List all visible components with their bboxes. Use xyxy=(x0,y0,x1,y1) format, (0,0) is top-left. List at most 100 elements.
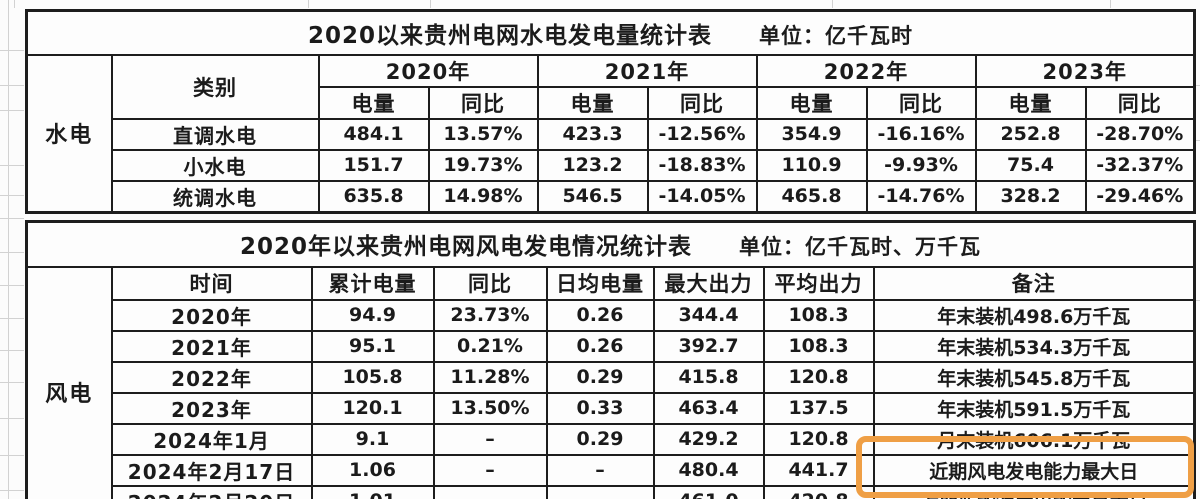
row-category: 统调水电 xyxy=(110,179,320,213)
grid-line xyxy=(8,0,9,499)
grid-line xyxy=(1194,140,1200,141)
row-category: 直调水电 xyxy=(110,117,320,151)
grid-line xyxy=(308,0,309,8)
table-cell: 480.4 xyxy=(652,453,765,487)
table-cell: 0.21% xyxy=(432,329,548,363)
grid-line xyxy=(0,382,24,383)
table-cell: 354.9 xyxy=(755,117,868,151)
wind-header-avg-output: 平均出力 xyxy=(762,265,875,301)
hydro-title-cell: 2020以来贵州电网水电发电量统计表 单位：亿千瓦时 xyxy=(25,9,1196,56)
table-cell: -12.56% xyxy=(646,117,758,151)
table-cell: -28.70% xyxy=(1084,117,1196,151)
grid-line xyxy=(0,418,24,419)
row-time: 2022年 xyxy=(110,360,313,394)
row-time: 2023年 xyxy=(110,391,313,425)
table-cell: 465.8 xyxy=(755,179,868,213)
table-cell: 95.1 xyxy=(310,329,435,363)
hydro-table-unit: 单位：亿千瓦时 xyxy=(759,23,914,48)
grid-line xyxy=(0,85,24,86)
hydro-subheader-yoy: 同比 xyxy=(646,85,758,120)
row-time: 2020年 xyxy=(110,298,313,332)
table-row: 直调水电 484.1 13.57% 423.3 -12.56% 354.9 -1… xyxy=(27,117,1196,151)
table-cell: 11.28% xyxy=(432,360,548,394)
hydro-table-title: 2020以来贵州电网水电发电量统计表 xyxy=(308,22,713,49)
table-cell: – xyxy=(432,422,548,456)
grid-line xyxy=(0,195,24,196)
table-row: 2020年 94.9 23.73% 0.26 344.4 108.3 年末装机4… xyxy=(27,298,1196,332)
wind-header-yoy: 同比 xyxy=(432,265,548,301)
grid-line xyxy=(1194,300,1200,301)
hydro-subheader-yoy: 同比 xyxy=(427,85,539,120)
wind-header-max-output: 最大出力 xyxy=(652,265,765,301)
table-cell: -9.93% xyxy=(865,148,977,182)
table-cell: – xyxy=(432,484,548,499)
wind-header-cumulative: 累计电量 xyxy=(310,265,435,301)
table-cell: 137.5 xyxy=(762,391,875,425)
row-remark: 年末装机591.5万千瓦 xyxy=(872,391,1196,425)
table-cell: 120.1 xyxy=(310,391,435,425)
table-cell: 0.26 xyxy=(545,329,655,363)
hydro-year-header-row: 水电 类别 2020年 2021年 2022年 2023年 xyxy=(25,53,1196,213)
table-row: 2023年 120.1 13.50% 0.33 463.4 137.5 年末装机… xyxy=(27,391,1196,425)
table-cell: 423.3 xyxy=(536,117,649,151)
wind-header-row: 风电 时间 累计电量 同比 日均电量 最大出力 平均出力 备注 xyxy=(25,265,1196,499)
table-cell: 75.4 xyxy=(974,148,1087,182)
table-cell: 23.73% xyxy=(432,298,548,332)
table-cell: -14.05% xyxy=(646,179,758,213)
table-cell: – xyxy=(545,453,655,487)
table-cell: 0.29 xyxy=(545,422,655,456)
table-cell: 429.2 xyxy=(652,422,765,456)
hydro-year-header-2022: 2022年 xyxy=(755,53,977,88)
hydro-year-header-2021: 2021年 xyxy=(536,53,758,88)
table-cell: 108.3 xyxy=(762,329,875,363)
grid-line xyxy=(0,490,24,491)
grid-line xyxy=(832,0,833,8)
table-cell: -14.76% xyxy=(865,179,977,213)
hydro-subheader-yoy: 同比 xyxy=(1084,85,1196,120)
wind-table-unit: 单位：亿千瓦时、万千瓦 xyxy=(739,235,982,260)
grid-line xyxy=(1110,0,1111,8)
grid-line xyxy=(0,455,24,456)
row-time: 2024年2月20日 xyxy=(110,484,313,499)
hydro-table: 2020以来贵州电网水电发电量统计表 单位：亿千瓦时 水电 类别 2020年 2… xyxy=(25,9,1197,214)
table-cell: 13.57% xyxy=(427,117,539,151)
table-row: 统调水电 635.8 14.98% 546.5 -14.05% 465.8 -1… xyxy=(27,179,1196,213)
grid-line xyxy=(0,252,24,253)
row-remark: 近期风电发电能力最大日 xyxy=(872,453,1196,487)
table-cell: 120.8 xyxy=(762,360,875,394)
wind-title-cell: 2020年以来贵州电网风电发电情况统计表 单位：亿千瓦时、万千瓦 xyxy=(25,220,1196,268)
table-cell: 441.7 xyxy=(762,453,875,487)
table-cell: 420.8 xyxy=(762,484,875,499)
table-cell: 252.8 xyxy=(974,117,1087,151)
row-time: 2024年1月 xyxy=(110,422,313,456)
hydro-title-row: 2020以来贵州电网水电发电量统计表 单位：亿千瓦时 xyxy=(25,9,1196,56)
grid-line xyxy=(0,318,24,319)
hydro-subheader-volume: 电量 xyxy=(317,85,430,120)
table-cell: -32.37% xyxy=(1084,148,1196,182)
wind-group-label: 风电 xyxy=(25,265,113,499)
hydro-subheader-yoy: 同比 xyxy=(865,85,977,120)
row-remark: 近期新能源发电能力最大日 xyxy=(872,484,1196,499)
hydro-subheader-row: 电量 同比 电量 同比 电量 同比 电量 同比 xyxy=(27,85,1196,120)
table-cell: 151.7 xyxy=(317,148,430,182)
table-cell: -29.46% xyxy=(1084,179,1196,213)
table-cell: 0.26 xyxy=(545,298,655,332)
hydro-subheader-volume: 电量 xyxy=(974,85,1087,120)
table-cell: 19.73% xyxy=(427,148,539,182)
table-cell: 344.4 xyxy=(652,298,765,332)
wind-table-title: 2020年以来贵州电网风电发电情况统计表 xyxy=(240,234,693,261)
row-category: 小水电 xyxy=(110,148,320,182)
table-cell: 392.7 xyxy=(652,329,765,363)
row-time: 2021年 xyxy=(110,329,313,363)
table-row: 2024年2月20日 1.01 – – 461.0 420.8 近期新能源发电能… xyxy=(27,484,1196,499)
wind-table: 2020年以来贵州电网风电发电情况统计表 单位：亿千瓦时、万千瓦 风电 时间 累… xyxy=(25,220,1197,499)
hydro-group-label: 水电 xyxy=(25,53,113,213)
table-cell: 328.2 xyxy=(974,179,1087,213)
table-cell: – xyxy=(432,453,548,487)
wind-header-remark: 备注 xyxy=(872,265,1196,301)
table-row: 2024年2月17日 1.06 – – 480.4 441.7 近期风电发电能力… xyxy=(27,453,1196,487)
hydro-subheader-volume: 电量 xyxy=(755,85,868,120)
table-cell: 484.1 xyxy=(317,117,430,151)
grid-line xyxy=(0,218,24,219)
grid-line xyxy=(1194,85,1200,86)
